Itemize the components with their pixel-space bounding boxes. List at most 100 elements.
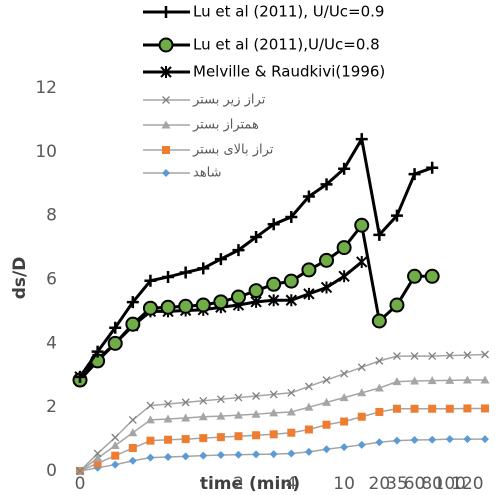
point <box>216 411 226 420</box>
point <box>285 210 298 223</box>
point <box>269 430 278 439</box>
point <box>164 452 173 461</box>
point <box>146 401 155 410</box>
point <box>463 351 472 360</box>
point <box>375 356 384 365</box>
point <box>197 262 210 275</box>
point <box>181 452 190 461</box>
point <box>74 370 86 383</box>
point <box>304 447 313 456</box>
point <box>126 296 139 309</box>
point <box>199 451 208 460</box>
point <box>426 161 439 174</box>
point <box>445 435 454 444</box>
point <box>164 435 173 444</box>
point <box>181 413 191 422</box>
point <box>91 345 104 358</box>
point <box>392 377 402 386</box>
point <box>481 435 489 444</box>
point <box>322 420 331 429</box>
legend-label: تراز بالای بستر <box>192 143 274 158</box>
point <box>304 382 313 391</box>
x-tick-label: 120 <box>451 474 483 494</box>
series-line <box>79 438 485 472</box>
point <box>338 270 350 283</box>
point <box>232 244 245 257</box>
legend-label: همتراز بستر <box>192 118 259 133</box>
legend-label: Lu et al (2011),U/Uc=0.8 <box>193 36 380 54</box>
point <box>356 255 368 268</box>
legend-marker <box>160 6 172 18</box>
point <box>357 363 366 372</box>
point <box>374 383 384 392</box>
point <box>340 443 349 452</box>
point <box>320 178 333 191</box>
point <box>178 298 194 314</box>
point <box>144 274 157 287</box>
point <box>428 352 437 361</box>
point <box>339 393 349 402</box>
point <box>164 400 173 408</box>
point <box>286 407 296 416</box>
point <box>463 404 472 413</box>
point <box>287 428 296 437</box>
point <box>428 435 437 444</box>
point <box>233 410 243 419</box>
point <box>357 388 367 397</box>
x-tick-label: 20 <box>369 474 391 494</box>
point <box>250 231 263 244</box>
x-tick-label: 100 <box>434 474 466 494</box>
legend-marker <box>162 169 170 177</box>
point <box>340 417 349 426</box>
point <box>480 375 490 384</box>
x-tick-label: 80 <box>421 474 443 494</box>
point <box>392 436 401 445</box>
legend-marker <box>160 66 172 78</box>
point <box>319 252 335 268</box>
point <box>142 300 158 316</box>
point <box>267 294 280 307</box>
point <box>216 433 225 442</box>
point <box>445 375 455 384</box>
point <box>107 335 123 351</box>
point <box>410 404 419 413</box>
point <box>128 444 137 453</box>
point <box>445 404 454 413</box>
legend-label: Melville & Raudkivi(1996) <box>193 63 385 81</box>
legend-marker <box>158 37 174 53</box>
x-tick-label: 4 <box>286 474 297 494</box>
point <box>336 240 352 256</box>
legend-marker <box>161 120 171 129</box>
legend-label: شاهد <box>193 166 222 181</box>
point <box>340 369 349 378</box>
point <box>408 168 421 181</box>
point <box>392 352 401 361</box>
point <box>445 351 454 360</box>
point <box>424 268 440 284</box>
point <box>301 262 317 278</box>
point <box>111 433 120 442</box>
point <box>216 451 225 460</box>
point <box>322 445 331 454</box>
point <box>304 402 314 411</box>
point <box>269 390 278 399</box>
point <box>93 453 103 462</box>
x-tick-label: 0 <box>75 474 86 494</box>
point <box>76 467 84 475</box>
y-axis-title: ds/D <box>10 257 30 300</box>
point <box>303 287 315 300</box>
point <box>213 294 229 310</box>
point <box>162 270 175 283</box>
point <box>338 162 351 175</box>
point <box>390 209 403 222</box>
point <box>375 438 384 447</box>
point <box>111 460 120 469</box>
point <box>354 217 370 233</box>
point <box>252 431 261 440</box>
series-line <box>78 137 433 378</box>
point <box>109 321 122 334</box>
point <box>181 398 190 407</box>
point <box>93 459 102 468</box>
point <box>234 450 243 459</box>
point <box>357 440 366 449</box>
